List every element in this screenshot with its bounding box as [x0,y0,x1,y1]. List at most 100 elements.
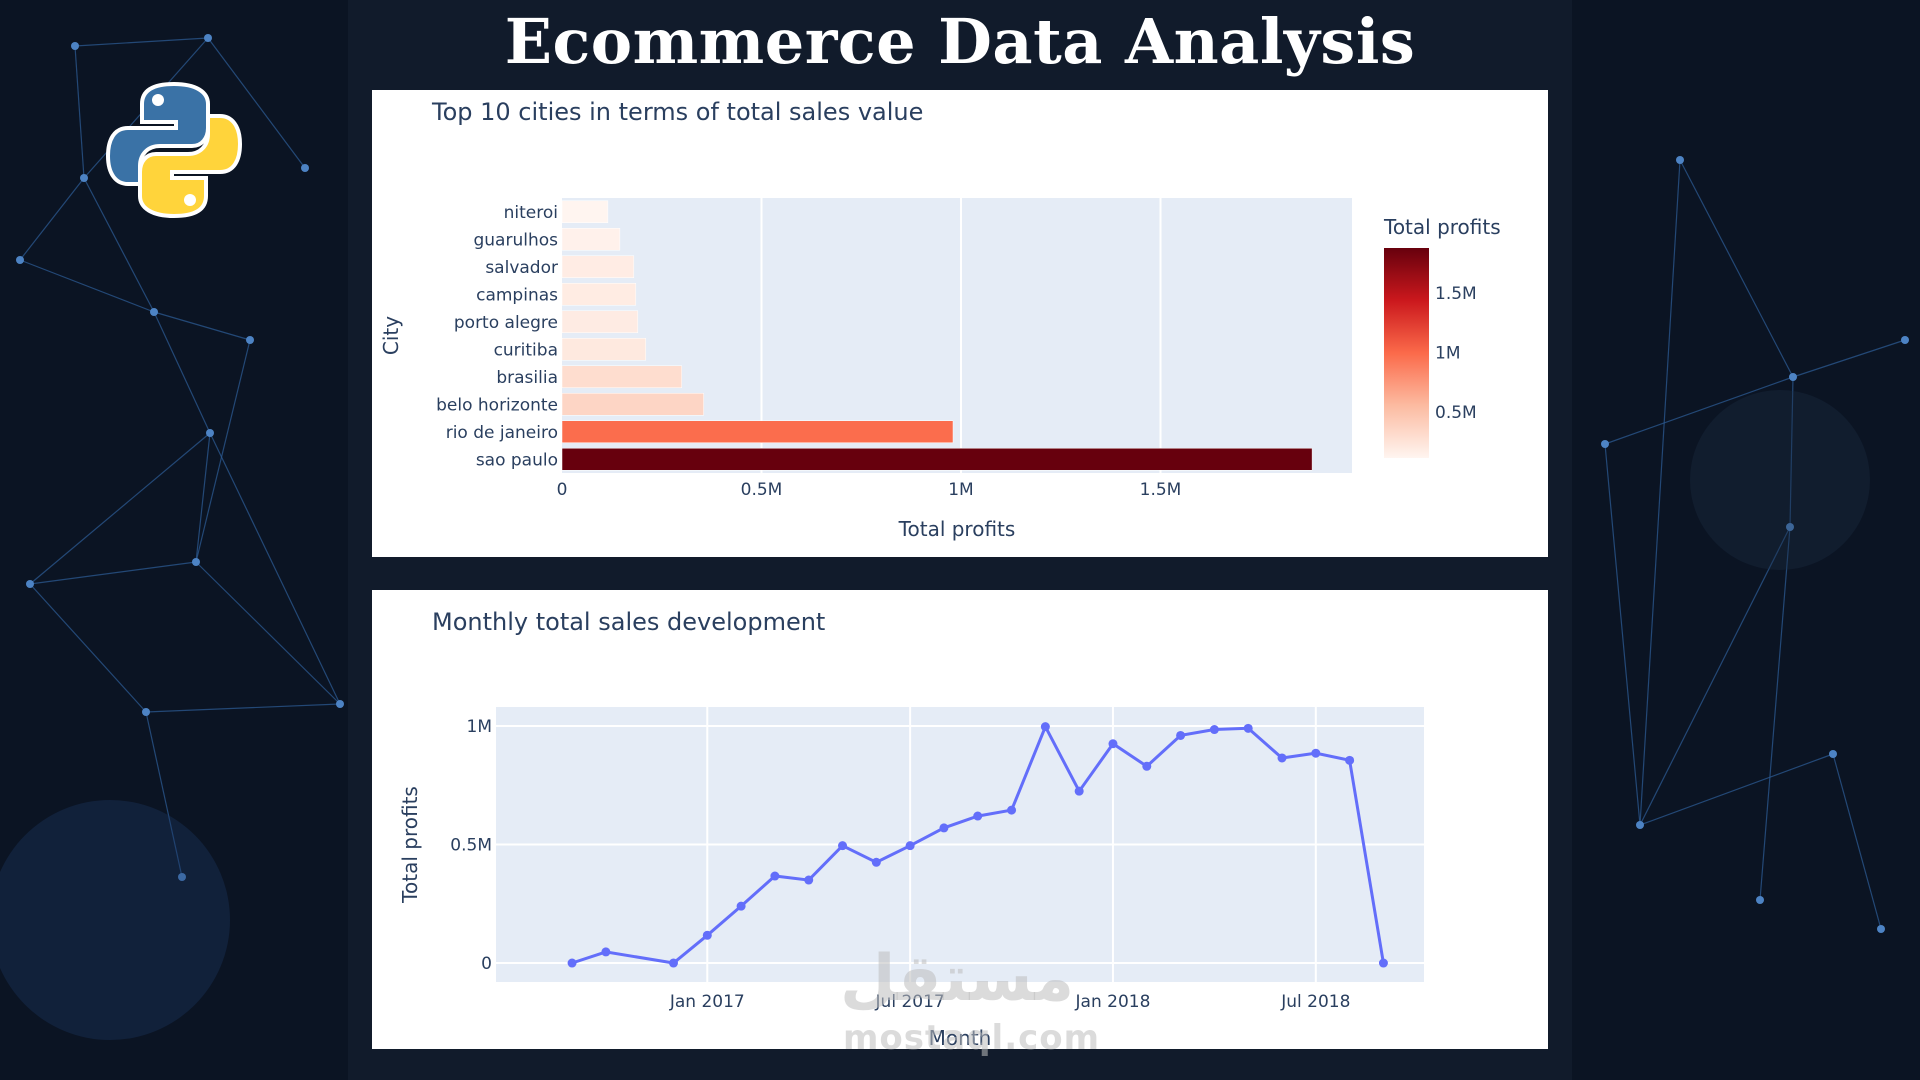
network-link [29,583,147,713]
network-link [1789,376,1794,528]
data-point [804,875,814,885]
network-link [153,311,211,434]
city-label: salvador [485,258,558,278]
network-link [29,561,197,585]
data-point [1345,755,1355,765]
data-point [1378,958,1388,968]
data-point [702,930,712,940]
data-point [567,958,577,968]
network-link [29,432,211,585]
colorbar-tick-label: 0.5M [1435,403,1477,423]
x-tick-label: 1.5M [1140,480,1182,500]
network-link [19,259,155,313]
network-node [301,164,309,172]
data-point [1311,748,1321,758]
data-point [1243,723,1253,733]
city-label: brasilia [496,368,558,388]
network-node [26,580,34,588]
page-title: Ecommerce Data Analysis [504,5,1416,78]
data-point [668,958,678,968]
bar-chart-card: Top 10 cities in terms of total sales va… [372,90,1548,557]
y-tick-label: 1M [467,717,492,737]
data-point [1142,761,1152,771]
background-glow [0,800,230,1040]
colorbar-tick-label: 1M [1435,344,1460,364]
x-tick-label: Jan 2017 [669,992,745,1012]
network-link [83,177,155,313]
bar [561,420,954,443]
network-node [178,873,186,881]
x-tick-label: Jul 2018 [1280,992,1350,1012]
network-node [1636,821,1644,829]
data-point [939,823,949,833]
bar [561,228,621,251]
bar [561,255,635,278]
network-node [1676,156,1684,164]
data-point [736,901,746,911]
city-label: belo horizonte [436,395,558,415]
city-label: campinas [476,285,558,305]
series-line [571,723,1385,965]
watermark-url: mostaql.com [843,1018,1101,1058]
x-axis-title: Total profits [898,517,1016,541]
background-glow [1690,390,1870,570]
bar [561,338,647,361]
city-label: sao paulo [476,450,558,470]
x-axis-title: Month [929,1026,992,1049]
network-node [1829,750,1837,758]
data-point [838,841,848,851]
network-node [16,256,24,264]
y-tick-label: 0 [481,954,492,974]
network-link [19,177,85,261]
network-link [1792,339,1906,378]
bar-chart-title: Top 10 cities in terms of total sales va… [431,98,923,126]
line-chart-title: Monthly total sales development [432,608,825,636]
watermark-arabic: مستقل [840,942,1075,1016]
data-point [871,857,881,867]
city-label: rio de janeiro [446,423,558,443]
city-label: curitiba [494,340,558,360]
x-tick-label: 0 [557,480,568,500]
network-link [74,37,209,47]
city-label: porto alegre [454,313,558,333]
network-link [1639,159,1681,826]
network-link [195,561,341,705]
data-point [1209,725,1219,735]
y-axis-title: Total profits [398,786,422,904]
bar [561,310,639,333]
network-node [142,708,150,716]
network-node [336,700,344,708]
network-link [1832,753,1882,930]
data-point [905,841,915,851]
network-node [1901,336,1909,344]
colorbar [1384,248,1429,458]
x-tick-label: 1M [948,480,973,500]
python-logo-icon [105,81,243,219]
network-link [145,711,183,878]
line-chart-card: Monthly total sales development 0 0.5M 1M Ja… [372,590,1548,1049]
data-point [601,947,611,957]
network-node [1877,925,1885,933]
data-point [973,811,983,821]
network-link [145,703,341,713]
network-link [195,432,211,563]
colorbar-tick-label: 1.5M [1435,284,1477,304]
network-node [204,34,212,42]
network-link [209,432,341,705]
x-tick-label: Jan 2018 [1075,992,1151,1012]
network-link [1759,526,1791,901]
network-node [71,42,79,50]
bar [561,283,637,306]
network-node [1789,373,1797,381]
network-link [1604,443,1641,826]
data-point [1176,730,1186,740]
network-node [192,558,200,566]
y-axis-title: City [379,316,403,355]
network-link [195,339,251,563]
network-link [207,37,306,169]
network-node [246,336,254,344]
bar-chart: Top 10 cities in terms of total sales va… [379,98,1501,541]
colorbar-title: Total profits [1383,215,1501,239]
line-chart: Monthly total sales development 0 0.5M 1M Ja… [398,608,1424,1049]
